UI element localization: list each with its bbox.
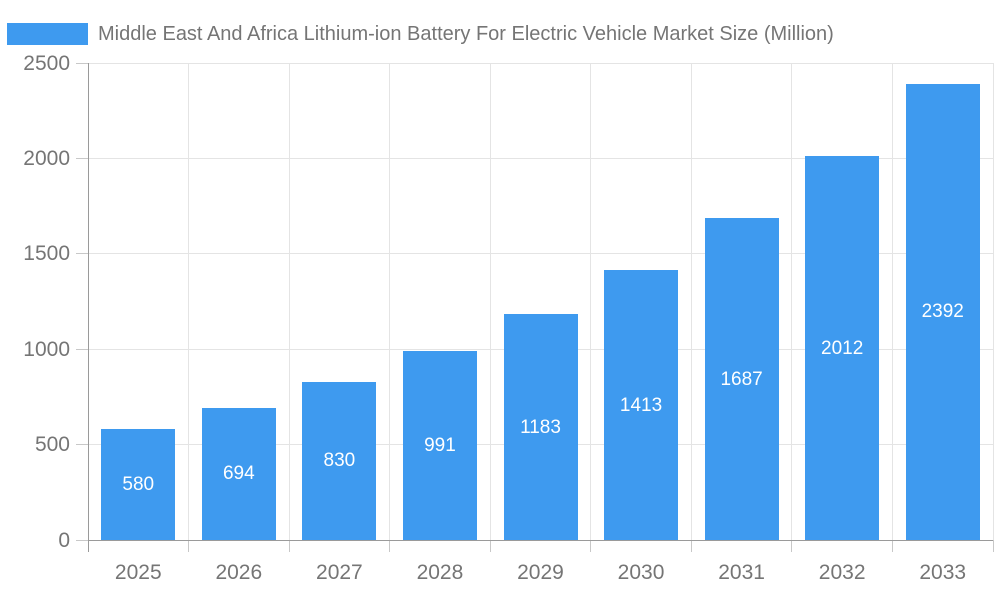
x-axis-tick [188,540,190,552]
y-axis-label: 1000 [23,337,70,361]
legend-label: Middle East And Africa Lithium-ion Batte… [98,22,834,45]
x-axis-tick [992,540,994,552]
x-axis-label: 2028 [416,561,464,584]
x-axis-label: 2030 [617,561,665,584]
x-axis-label: 2031 [718,561,765,584]
x-axis-tick [489,540,491,552]
gridline-horizontal [88,62,993,64]
bar-value-label: 1687 [720,368,763,390]
x-axis-tick [389,540,391,552]
x-axis-tick [288,540,290,552]
y-axis-label: 2500 [23,51,70,75]
x-axis-tick [891,540,893,552]
y-axis-tick [76,539,88,541]
bar-2026 [201,407,276,540]
bar-value-label: 991 [424,434,456,456]
bar-2031 [704,218,779,540]
bar-2032 [805,156,880,540]
gridline-vertical [590,63,592,540]
gridline-vertical [791,63,793,540]
y-axis-line [87,63,89,552]
y-axis-tick [76,157,88,159]
legend-item[interactable]: Middle East And Africa Lithium-ion Batte… [7,20,834,48]
bar-value-label: 830 [323,450,356,472]
bar-value-label: 1413 [619,394,663,416]
gridline-vertical [188,63,190,540]
y-axis-tick [76,348,88,350]
y-axis-tick [76,62,88,64]
x-axis-line [88,539,993,541]
x-axis-label: 2027 [316,561,363,584]
x-axis-label: 2029 [517,561,564,584]
gridline-horizontal [88,157,993,159]
bar-value-label: 694 [222,463,255,485]
bar-2030 [604,270,679,540]
y-axis-label: 2000 [23,146,70,170]
y-axis-label: 500 [34,433,70,457]
bar-2027 [302,381,377,540]
gridline-vertical [891,63,893,540]
y-axis-tick [76,444,88,446]
y-axis-tick [76,253,88,255]
x-axis-tick [791,540,793,552]
y-axis-label: 1500 [23,242,70,266]
x-axis-label: 2033 [919,561,967,584]
x-axis-tick [590,540,592,552]
legend-swatch [7,23,88,45]
gridline-vertical [288,63,290,540]
bar-2028 [402,350,477,540]
x-axis-label: 2025 [114,561,162,584]
gridline-vertical [690,63,692,540]
gridline-horizontal [88,253,993,255]
x-axis-tick [690,540,692,552]
gridline-vertical [992,63,994,540]
bar-value-label: 2392 [921,301,964,323]
bar-2025 [101,429,176,540]
bar-value-label: 1183 [520,416,561,438]
gridline-vertical [489,63,491,540]
x-axis-label: 2026 [215,561,263,584]
x-axis-label: 2032 [818,561,866,584]
y-axis-label: 0 [58,528,70,552]
bar-2029 [503,314,578,540]
bar-value-label: 2012 [821,337,864,359]
bar-2033 [905,83,980,540]
gridline-vertical [389,63,391,540]
bar-value-label: 580 [122,474,155,496]
